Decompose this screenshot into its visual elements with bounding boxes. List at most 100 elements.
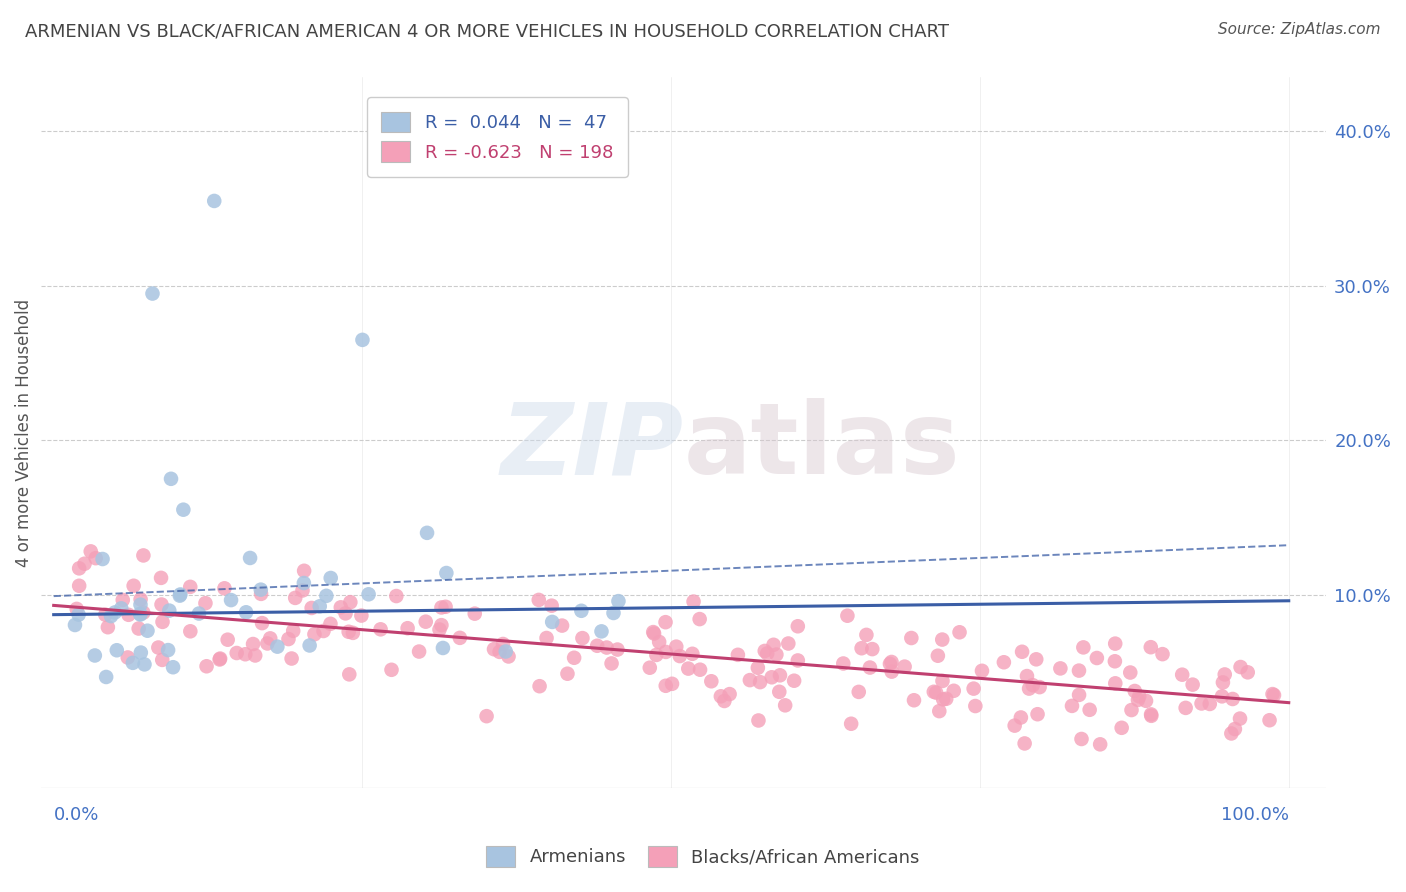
- Point: [1015, 669, 1038, 683]
- Point: [851, 641, 873, 656]
- Point: [319, 616, 342, 631]
- Point: [1014, 736, 1036, 750]
- Point: [551, 618, 574, 632]
- Point: [432, 640, 454, 655]
- Point: [415, 615, 437, 629]
- Point: [256, 636, 278, 650]
- Point: [148, 640, 170, 655]
- Point: [429, 623, 451, 637]
- Point: [150, 571, 173, 585]
- Point: [855, 628, 877, 642]
- Point: [1236, 665, 1258, 680]
- Point: [948, 625, 970, 640]
- Point: [1223, 722, 1246, 736]
- Point: [541, 615, 564, 629]
- Point: [832, 657, 855, 671]
- Point: [129, 646, 152, 660]
- Point: [172, 502, 194, 516]
- Point: [1104, 654, 1126, 668]
- Text: Source: ZipAtlas.com: Source: ZipAtlas.com: [1218, 22, 1381, 37]
- Point: [860, 642, 883, 657]
- Point: [562, 650, 585, 665]
- Point: [83, 648, 105, 663]
- Point: [110, 601, 132, 615]
- Point: [385, 589, 408, 603]
- Point: [291, 583, 314, 598]
- Point: [1139, 640, 1161, 655]
- Point: [848, 685, 870, 699]
- Point: [993, 655, 1015, 669]
- Point: [654, 615, 676, 630]
- Point: [157, 643, 180, 657]
- Point: [308, 599, 330, 614]
- Point: [700, 674, 723, 689]
- Point: [104, 606, 127, 620]
- Point: [141, 286, 163, 301]
- Point: [337, 667, 360, 681]
- Point: [962, 681, 984, 696]
- Point: [648, 635, 671, 649]
- Legend: Armenians, Blacks/African Americans: Armenians, Blacks/African Americans: [478, 837, 928, 876]
- Point: [482, 642, 505, 657]
- Point: [1119, 665, 1142, 680]
- Point: [396, 621, 419, 635]
- Point: [571, 604, 593, 618]
- Point: [150, 653, 173, 667]
- Point: [329, 600, 352, 615]
- Point: [1220, 726, 1243, 740]
- Point: [129, 598, 152, 612]
- Point: [498, 649, 520, 664]
- Point: [335, 607, 357, 621]
- Point: [129, 607, 152, 621]
- Point: [301, 601, 323, 615]
- Point: [922, 685, 945, 699]
- Point: [1104, 676, 1126, 690]
- Text: 0.0%: 0.0%: [53, 806, 98, 824]
- Point: [749, 675, 772, 690]
- Point: [837, 608, 859, 623]
- Point: [292, 564, 315, 578]
- Point: [449, 631, 471, 645]
- Point: [689, 663, 711, 677]
- Point: [1111, 721, 1133, 735]
- Point: [925, 686, 948, 700]
- Point: [1088, 737, 1111, 751]
- Point: [91, 552, 114, 566]
- Point: [727, 648, 749, 662]
- Point: [591, 624, 613, 639]
- Point: [67, 579, 90, 593]
- Point: [747, 714, 769, 728]
- Point: [97, 620, 120, 634]
- Point: [337, 624, 360, 639]
- Point: [1258, 713, 1281, 727]
- Point: [245, 648, 267, 663]
- Point: [266, 640, 288, 654]
- Point: [1026, 707, 1049, 722]
- Point: [778, 636, 800, 650]
- Legend: R =  0.044   N =  47, R = -0.623   N = 198: R = 0.044 N = 47, R = -0.623 N = 198: [367, 97, 627, 177]
- Point: [194, 596, 217, 610]
- Point: [643, 626, 665, 640]
- Point: [63, 618, 86, 632]
- Point: [150, 598, 173, 612]
- Point: [678, 662, 700, 676]
- Point: [1261, 687, 1284, 701]
- Point: [202, 194, 225, 208]
- Point: [187, 607, 209, 621]
- Point: [557, 666, 579, 681]
- Point: [879, 657, 901, 671]
- Point: [1229, 660, 1251, 674]
- Point: [464, 607, 486, 621]
- Point: [217, 632, 239, 647]
- Point: [931, 673, 953, 688]
- Point: [250, 587, 273, 601]
- Point: [928, 704, 950, 718]
- Point: [122, 579, 145, 593]
- Point: [1191, 697, 1213, 711]
- Point: [132, 549, 155, 563]
- Point: [111, 593, 134, 607]
- Point: [195, 659, 218, 673]
- Point: [283, 624, 305, 638]
- Point: [249, 582, 271, 597]
- Point: [689, 612, 711, 626]
